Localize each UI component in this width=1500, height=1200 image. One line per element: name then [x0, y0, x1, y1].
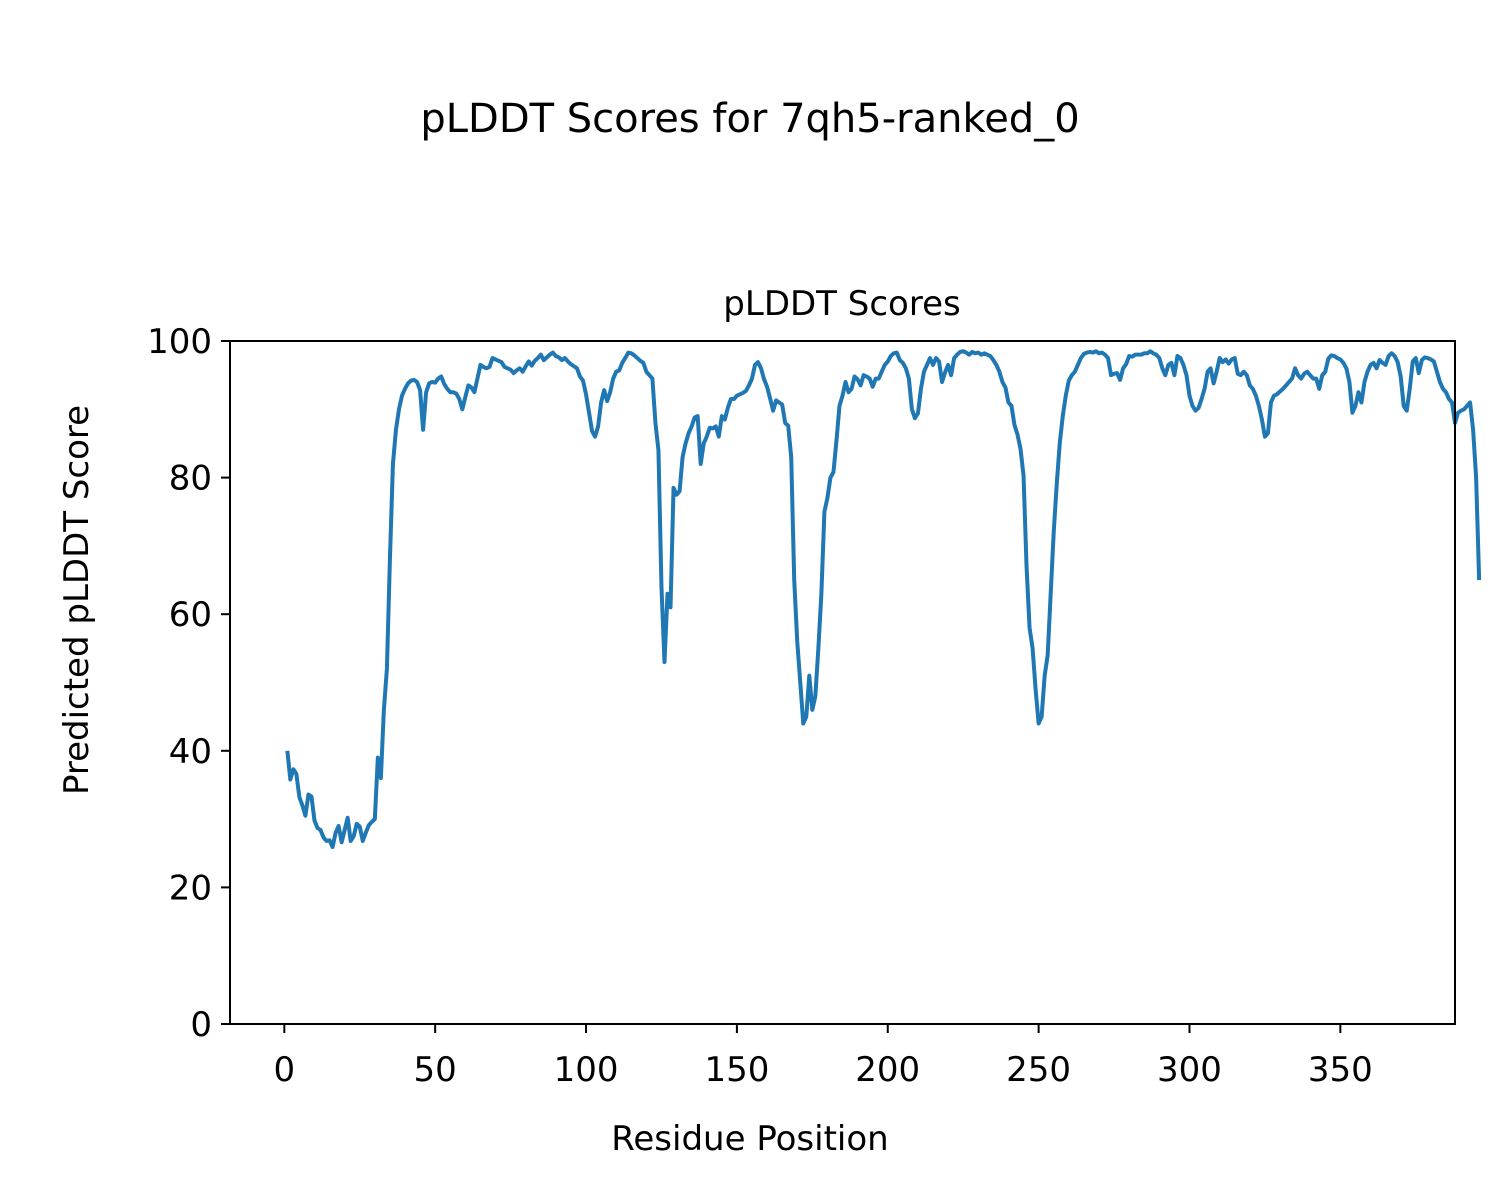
plot-area: [285, 349, 1482, 850]
y-axis-label: Predicted pLDDT Score: [57, 405, 97, 795]
x-tick-label: 200: [855, 1050, 920, 1090]
y-tick-label: 80: [169, 459, 212, 499]
y-tick-label: 100: [147, 322, 212, 362]
x-tick-label: 100: [554, 1050, 619, 1090]
y-tick-label: 40: [169, 732, 212, 772]
x-tick-label: 50: [414, 1050, 457, 1090]
x-tick-label: 250: [1006, 1050, 1071, 1090]
x-axis: 0 50 100 150 200 250 300 350: [273, 1024, 1373, 1090]
plddt-line: [285, 349, 1482, 850]
y-axis: 0 20 40 60 80 100: [147, 322, 230, 1045]
figure-suptitle: pLDDT Scores for 7qh5-ranked_0: [420, 96, 1079, 142]
x-tick-label: 150: [704, 1050, 769, 1090]
y-tick-label: 60: [169, 595, 212, 635]
axes-frame: [229, 340, 1456, 1025]
x-axis-label: Residue Position: [611, 1119, 888, 1159]
x-tick-label: 350: [1308, 1050, 1373, 1090]
y-tick-label: 20: [169, 868, 212, 908]
x-tick-label: 300: [1157, 1050, 1222, 1090]
y-tick-label: 0: [190, 1005, 212, 1045]
axes-title: pLDDT Scores: [723, 284, 960, 324]
x-tick-label: 0: [273, 1050, 295, 1090]
